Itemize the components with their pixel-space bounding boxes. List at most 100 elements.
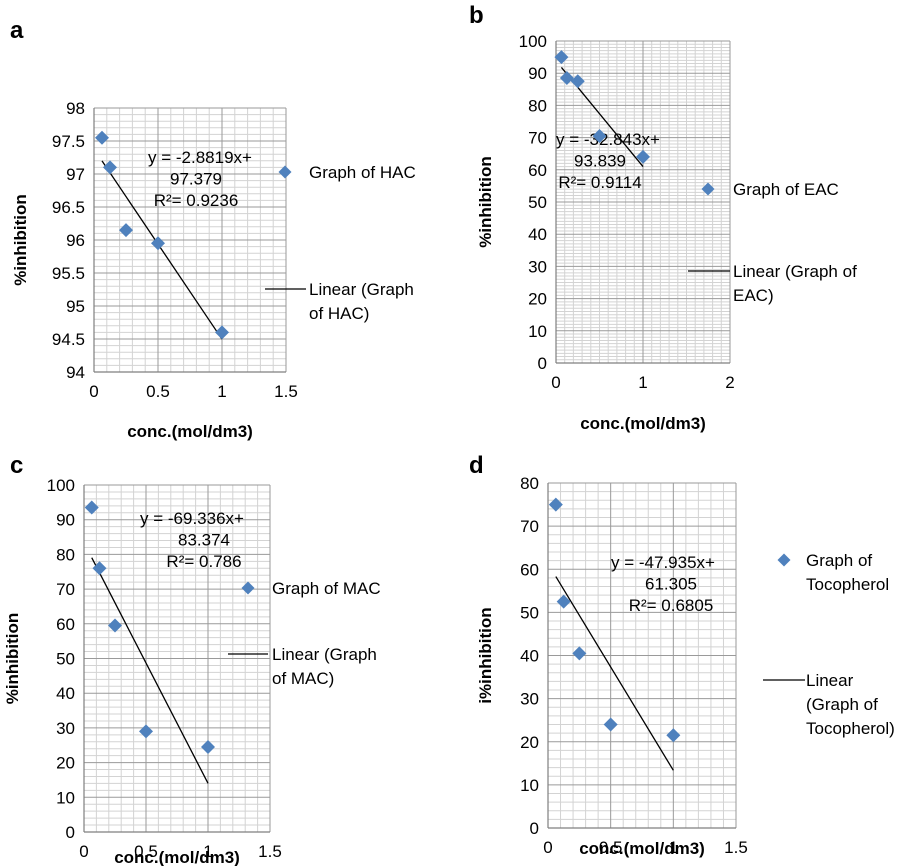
scatter-series: [84, 500, 215, 754]
trendline-equation-line: y = -47.935x+: [611, 553, 715, 572]
trendline-equation-line: R²= 0.6805: [629, 596, 714, 615]
x-tick-label: 1: [669, 838, 678, 857]
y-tick-label: 0: [538, 354, 547, 373]
legend-label-trendline: Linear (Graph: [272, 645, 377, 664]
y-tick-label: 30: [520, 690, 539, 709]
legend-label-trendline: of HAC): [309, 304, 369, 323]
x-axis-title: conc.(mol/dm3): [114, 848, 240, 866]
x-tick-label: 1.5: [274, 382, 298, 401]
legend-marker-diamond: [777, 553, 791, 567]
gridlines: [83, 484, 271, 833]
y-tick-label: 80: [528, 96, 547, 115]
legend-label-trendline: Linear (Graph: [309, 280, 414, 299]
scatter-point: [556, 594, 571, 609]
y-axis-title: %inhibition: [11, 194, 30, 286]
legend-label-scatter: Graph of HAC: [309, 163, 416, 182]
y-tick-label: 70: [56, 580, 75, 599]
y-tick-label: 10: [520, 776, 539, 795]
y-tick-label: 95.5: [52, 264, 85, 283]
x-tick-label: 1.5: [724, 838, 748, 857]
x-tick-label: 0: [543, 838, 552, 857]
legend: Graph of HAC Linear (Graph of HAC): [265, 163, 416, 323]
trendline-equation-line: R²= 0.786: [166, 552, 241, 571]
y-tick-label: 70: [528, 129, 547, 148]
y-tick-label: 0: [66, 823, 75, 842]
y-tick-label: 20: [528, 290, 547, 309]
y-tick-label: 60: [528, 161, 547, 180]
scatter-point: [92, 561, 107, 576]
trendline-equation-line: R²= 0.9114: [558, 173, 641, 192]
y-tick-label: 80: [56, 545, 75, 564]
scatter-point: [636, 149, 650, 164]
x-tick-label: 1: [638, 373, 647, 392]
legend-label-trendline: of MAC): [272, 669, 334, 688]
legend-marker-diamond: [241, 581, 255, 595]
scatter-point: [108, 618, 122, 633]
y-tick-label: 20: [520, 733, 539, 752]
y-tick-label: 70: [520, 517, 539, 536]
legend-label-scatter: Graph of MAC: [272, 579, 381, 598]
scatter-point: [215, 325, 229, 340]
chart-panel-d: d 0 0.5 1 1.5 0 10 20 30 40 50 60 70 80 conc.(mol/dm3)…: [469, 452, 895, 858]
scatter-point: [103, 160, 117, 175]
y-tick-label: 30: [528, 257, 547, 276]
y-tick-label: 20: [56, 754, 75, 773]
scatter-series: [95, 130, 229, 340]
scatter-point: [548, 497, 563, 512]
legend-label-scatter: Tocopherol: [806, 575, 889, 594]
legend-marker-diamond: [701, 182, 715, 196]
x-tick-label: 1: [203, 842, 212, 861]
y-tick-label: 60: [520, 560, 539, 579]
x-tick-label: 1: [217, 382, 226, 401]
scatter-point: [559, 71, 574, 86]
scatter-point: [119, 223, 133, 238]
legend-label-scatter: Graph of: [806, 551, 872, 570]
scatter-point: [139, 724, 153, 739]
legend-label-trendline: Tocopherol): [806, 719, 895, 738]
x-tick-label: 0: [89, 382, 98, 401]
gridlines: [555, 40, 731, 364]
scatter-point: [84, 500, 99, 515]
legend-label-scatter: Graph of EAC: [733, 180, 839, 199]
y-tick-label: 50: [520, 603, 539, 622]
x-tick-label: 2: [725, 373, 734, 392]
legend-marker-diamond: [278, 165, 292, 179]
x-tick-label: 0.5: [599, 838, 623, 857]
scatter-point: [95, 130, 109, 145]
scatter-point: [572, 646, 587, 661]
scatter-series: [548, 497, 681, 743]
y-tick-label: 100: [519, 32, 547, 51]
trendline-equation-line: 97.379: [170, 170, 222, 189]
trendline-equation-line: y = -32.843x+: [556, 130, 660, 149]
y-tick-label: 10: [528, 322, 547, 341]
scatter-point: [592, 128, 607, 143]
y-tick-label: 30: [56, 719, 75, 738]
x-tick-label: 0: [551, 373, 560, 392]
y-tick-label: 94.5: [52, 330, 85, 349]
trendline-equation-line: R²= 0.9236: [154, 191, 239, 210]
legend: Graph of Tocopherol Linear (Graph of Tocophe…: [763, 551, 895, 738]
chart-panel-b: b0 1 20102030405060708090100conc.(mol/dm3)…: [469, 2, 857, 433]
scatter-point: [201, 739, 215, 754]
x-tick-label: 0.5: [146, 382, 170, 401]
y-tick-label: 80: [520, 474, 539, 493]
y-tick-label: 95: [66, 297, 85, 316]
y-tick-label: 97: [66, 165, 85, 184]
y-tick-label: 60: [56, 615, 75, 634]
chart-panel-a: a 0 0.5 1 1.5 94 94.5 95 95.5 96 96.5 97 97.5 98 conc.…: [10, 17, 416, 441]
y-tick-label: 90: [528, 64, 547, 83]
legend: Graph of EAC Linear (Graph of EAC): [688, 180, 857, 305]
trendline: [555, 576, 674, 771]
trendline-equation-line: y = -69.336x+: [140, 509, 244, 528]
x-tick-label: 0: [79, 842, 88, 861]
y-tick-label: 50: [56, 650, 75, 669]
legend-label-trendline: Linear: [806, 671, 854, 690]
y-tick-label: 40: [528, 225, 547, 244]
scatter-series: [554, 50, 650, 164]
legend: Graph of MAC Linear (Graph of MAC): [228, 579, 381, 688]
x-tick-label: 1.5: [258, 842, 282, 861]
x-axis-title: conc.(mol/dm3): [580, 414, 706, 433]
y-tick-label: 40: [56, 684, 75, 703]
panel-letter: a: [10, 17, 24, 44]
